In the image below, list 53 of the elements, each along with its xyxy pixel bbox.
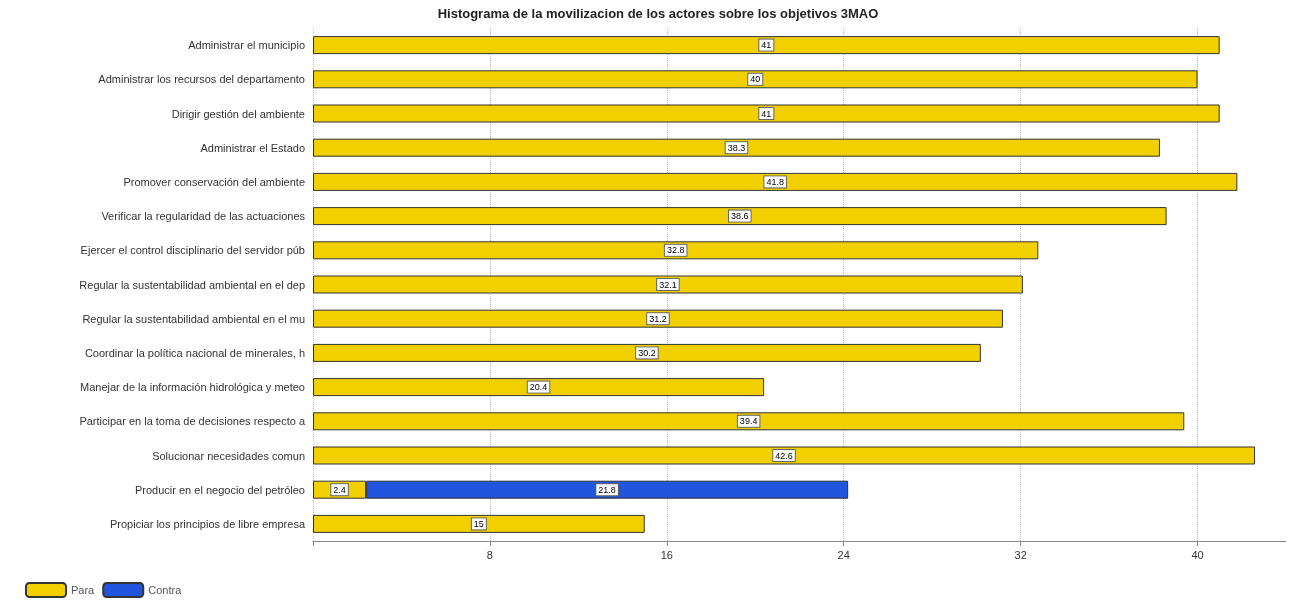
data-label: 32.8 xyxy=(666,245,685,256)
data-label: 31.2 xyxy=(649,313,667,324)
y-tick-label: Propiciar los principios de libre empresa xyxy=(109,517,306,530)
bar xyxy=(313,514,645,533)
y-tick-label: Manejar de la información hidrológica y meteo xyxy=(79,381,305,394)
data-label: 41 xyxy=(761,40,772,51)
bar xyxy=(313,446,1256,465)
x-tick-label: 24 xyxy=(837,548,850,561)
data-label: 15 xyxy=(473,518,484,529)
x-tick-label: 32 xyxy=(1014,548,1027,561)
y-tick-label: Administrar el municipio xyxy=(188,39,305,52)
y-tick-label: Regular la sustentabilidad ambiental en el mu xyxy=(82,312,305,325)
bar xyxy=(313,70,1198,89)
y-tick-label: Administrar el Estado xyxy=(200,141,305,154)
data-label: 38.3 xyxy=(727,142,746,153)
bar xyxy=(313,412,1185,431)
bar xyxy=(313,138,1160,157)
bar xyxy=(313,241,1039,260)
data-label: 39.4 xyxy=(739,416,758,427)
bar xyxy=(313,309,1003,328)
data-label: 30.2 xyxy=(638,347,656,358)
y-tick-label: Dirigir gestión del ambiente xyxy=(171,107,305,120)
y-tick-label: Ejercer el control disciplinario del servidor púb xyxy=(80,244,305,257)
data-label: 2.4 xyxy=(333,484,346,495)
y-tick-label: Verificar la regularidad de las actuaciones xyxy=(101,210,306,223)
y-tick-label: Producir en el negocio del petróleo xyxy=(134,483,305,496)
data-label: 41 xyxy=(761,108,772,119)
legend-label: Para xyxy=(71,584,96,596)
bar xyxy=(313,104,1220,123)
data-label: 20.4 xyxy=(529,382,548,393)
bar xyxy=(313,343,981,362)
y-tick-label: Participar en la toma de decisiones respecto a xyxy=(79,415,306,428)
bar xyxy=(313,275,1023,294)
bar xyxy=(313,36,1220,55)
data-label: 21.8 xyxy=(598,484,616,495)
y-tick-label: Administrar los recursos del departamento xyxy=(98,73,305,86)
y-tick-label: Promover conservación del ambiente xyxy=(123,175,305,188)
bar xyxy=(313,207,1167,226)
bar xyxy=(313,378,765,397)
data-label: 32.1 xyxy=(659,279,677,290)
data-label: 38.6 xyxy=(731,211,749,222)
data-label: 41.8 xyxy=(766,176,784,187)
legend-label: Contra xyxy=(148,584,183,596)
x-tick-label: 8 xyxy=(486,548,493,561)
y-tick-label: Solucionar necesidades comun xyxy=(152,449,305,462)
y-tick-label: Regular la sustentabilidad ambiental en el dep xyxy=(79,278,305,291)
x-tick-label: 40 xyxy=(1191,548,1204,561)
bar xyxy=(313,172,1238,191)
chart-title: Histograma de la movilizacion de los actores sobre los objetivos 3MAO xyxy=(437,6,879,21)
y-tick-label: Coordinar la política nacional de minerales, h xyxy=(84,346,305,359)
x-tick-label: 16 xyxy=(660,548,673,561)
data-label: 40 xyxy=(750,74,761,85)
data-label: 42.6 xyxy=(775,450,793,461)
